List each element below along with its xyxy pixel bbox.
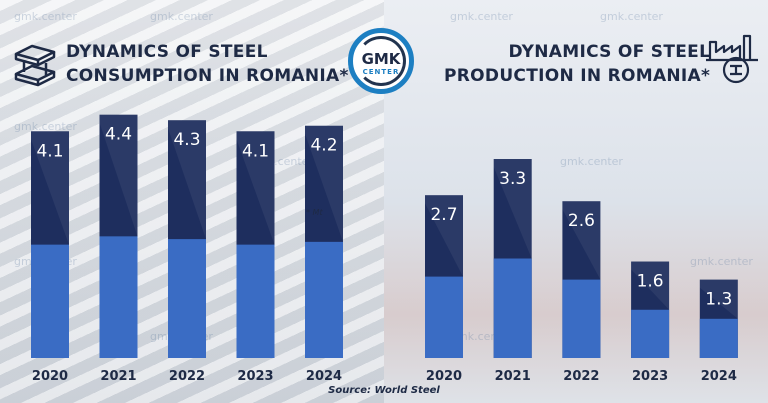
bar-lower-segment — [631, 309, 670, 358]
bar-shade — [99, 114, 138, 237]
year-tick-label: 2020 — [426, 369, 462, 384]
chart-title-production: DYNAMICS OF STEEL PRODUCTION IN ROMANIA* — [444, 40, 710, 88]
watermark: gmk.center — [14, 10, 77, 23]
data-label: 2.6 — [568, 211, 595, 231]
watermark: gmk.center — [450, 10, 513, 23]
watermark: gmk.center — [690, 255, 753, 268]
year-tick-label: 2023 — [632, 369, 668, 384]
data-label: 4.1 — [36, 141, 63, 161]
year-tick-label: 2020 — [32, 369, 68, 384]
year-tick-label: 2024 — [701, 369, 737, 384]
title-line: DYNAMICS OF STEEL — [66, 42, 268, 62]
gmk-center-logo: GMK CENTER — [348, 28, 414, 94]
title-line: CONSUMPTION IN ROMANIA* — [66, 66, 349, 86]
chart-title-consumption: DYNAMICS OF STEEL CONSUMPTION IN ROMANIA… — [66, 40, 349, 88]
logo-subtext: CENTER — [362, 68, 400, 76]
bar-shade — [699, 279, 738, 319]
bar-lower-segment — [699, 318, 738, 358]
title-line: DYNAMICS OF STEEL — [508, 42, 711, 62]
bar-shade — [31, 131, 69, 245]
bar-shade — [425, 195, 463, 277]
watermark: gmk.center — [150, 10, 213, 23]
bar-shade — [305, 125, 343, 242]
bar-lower-segment — [31, 244, 69, 358]
factory-icon — [702, 30, 762, 88]
unit-note: * Mt — [306, 208, 323, 217]
year-tick-label: 2021 — [100, 369, 136, 384]
year-tick-label: 2023 — [237, 369, 273, 384]
bar-lower-segment — [236, 244, 275, 358]
bar-shade — [236, 131, 275, 245]
watermark: gmk.center — [560, 155, 623, 168]
logo-ring — [356, 36, 406, 86]
bar-lower-segment — [99, 236, 138, 358]
year-tick-label: 2021 — [495, 369, 531, 384]
bar-shade — [168, 120, 206, 240]
watermark: gmk.center — [600, 10, 663, 23]
year-tick-label: 2022 — [169, 369, 205, 384]
bar-lower-segment — [425, 276, 463, 358]
watermark: gmk.center — [14, 120, 77, 133]
source-note: Source: World Steel — [328, 385, 440, 396]
year-tick-label: 2022 — [563, 369, 599, 384]
bar-shade — [562, 201, 601, 280]
data-label: 4.2 — [310, 136, 337, 156]
bar-lower-segment — [168, 239, 206, 358]
title-line: PRODUCTION IN ROMANIA* — [444, 66, 711, 86]
data-label: 3.3 — [499, 169, 526, 189]
bar-lower-segment — [305, 241, 343, 358]
bar-lower-segment — [493, 258, 532, 358]
data-label: 4.3 — [173, 130, 200, 150]
data-label: 1.3 — [705, 290, 732, 310]
steel-beam-icon — [10, 38, 60, 88]
data-label: 4.1 — [242, 141, 269, 161]
data-label: 2.7 — [430, 205, 457, 225]
year-tick-label: 2024 — [306, 369, 342, 384]
logo-text: GMK — [361, 50, 401, 68]
bar-lower-segment — [562, 279, 601, 358]
data-label: 1.6 — [637, 272, 664, 292]
bar-shade — [493, 159, 532, 259]
bar-shade — [631, 261, 670, 310]
data-label: 4.4 — [105, 125, 132, 145]
